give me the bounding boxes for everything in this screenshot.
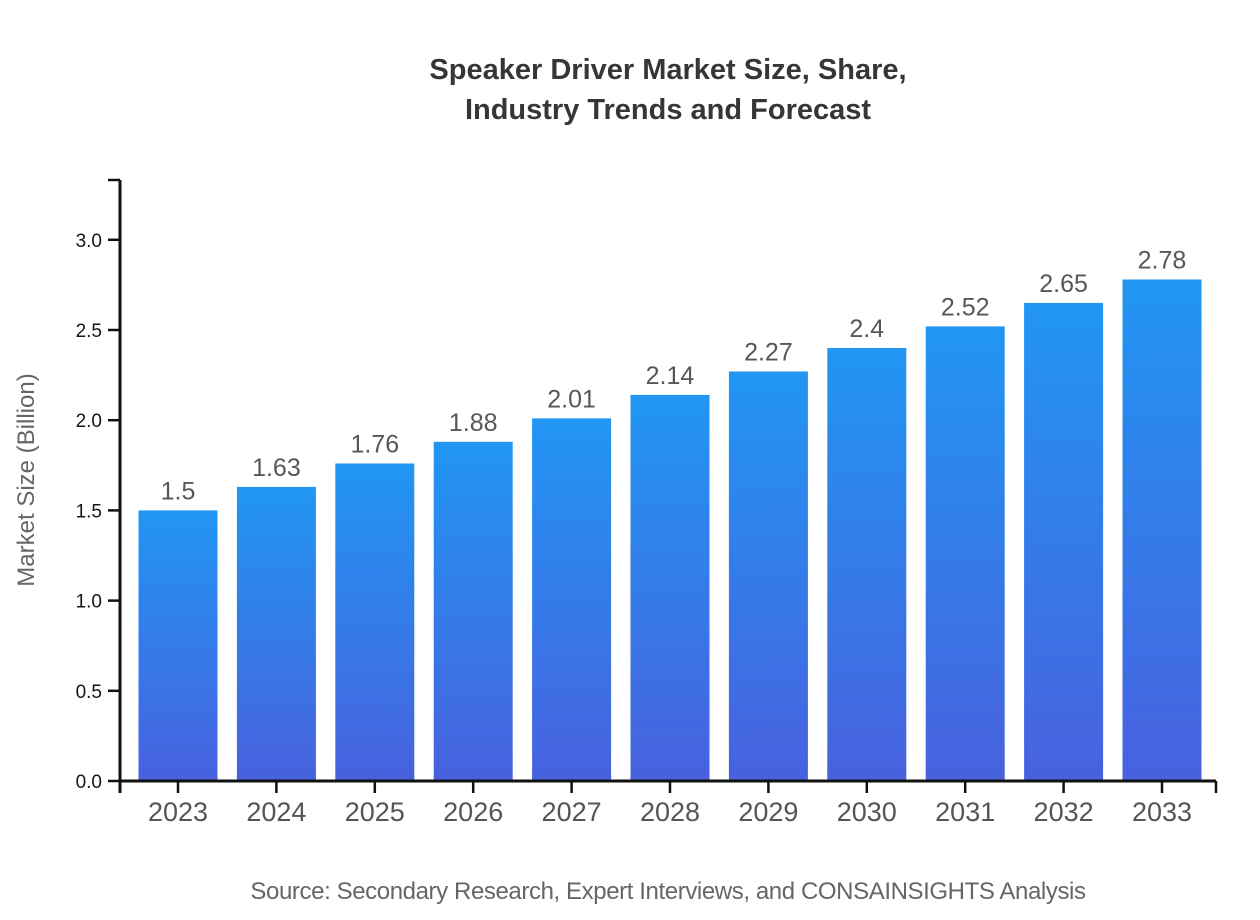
bar-value-label: 2.4 <box>849 315 884 343</box>
x-tick-label: 2024 <box>246 797 306 827</box>
bar-2033 <box>1122 279 1202 781</box>
bar-2031 <box>925 326 1005 781</box>
x-tick-label: 2033 <box>1132 797 1192 827</box>
x-tick-label: 2029 <box>738 797 798 827</box>
bar-value-label: 2.14 <box>646 362 695 390</box>
bar-value-label: 2.01 <box>547 385 596 413</box>
y-tick-label: 0.0 <box>76 772 102 793</box>
x-tick-label: 2026 <box>443 797 503 827</box>
x-tick-label: 2028 <box>640 797 700 827</box>
bar-2032 <box>1024 302 1104 781</box>
y-axis-title: Market Size (Billion) <box>13 373 40 586</box>
bar-value-label: 2.52 <box>941 293 990 321</box>
y-tick-label: 2.5 <box>76 321 102 342</box>
bar-2023 <box>138 510 218 781</box>
y-tick-label: 1.5 <box>76 501 102 522</box>
bar-2030 <box>827 348 907 781</box>
bar-value-label: 2.65 <box>1039 270 1088 298</box>
bar-value-label: 2.78 <box>1138 247 1187 275</box>
chart-title-line2: Industry Trends and Forecast <box>464 94 872 126</box>
bar-2024 <box>236 486 316 781</box>
chart-title-line1: Speaker Driver Market Size, Share, <box>429 54 907 86</box>
y-tick-label: 0.5 <box>76 682 102 703</box>
bar-2027 <box>532 418 612 781</box>
bar-value-label: 2.27 <box>744 339 793 367</box>
bar-value-label: 1.76 <box>350 431 399 459</box>
bar-2029 <box>728 371 808 781</box>
chart-title: Speaker Driver Market Size, Share, Indus… <box>120 50 1216 130</box>
source-note: Source: Secondary Research, Expert Inter… <box>250 878 1086 905</box>
y-tick-label: 2.0 <box>76 411 102 432</box>
x-tick-label: 2031 <box>935 797 995 827</box>
x-tick-label: 2030 <box>837 797 897 827</box>
x-tick-label: 2027 <box>542 797 602 827</box>
x-tick-label: 2023 <box>148 797 208 827</box>
bar-value-label: 1.63 <box>252 454 301 482</box>
bar-2026 <box>433 441 513 781</box>
y-tick-label: 3.0 <box>76 231 102 252</box>
x-tick-label: 2025 <box>345 797 405 827</box>
bar-2028 <box>630 394 710 781</box>
bar-2025 <box>335 463 415 781</box>
y-tick-label: 1.0 <box>76 592 102 613</box>
bar-value-label: 1.88 <box>449 409 498 437</box>
x-tick-label: 2032 <box>1034 797 1094 827</box>
bar-value-label: 1.5 <box>161 477 196 505</box>
